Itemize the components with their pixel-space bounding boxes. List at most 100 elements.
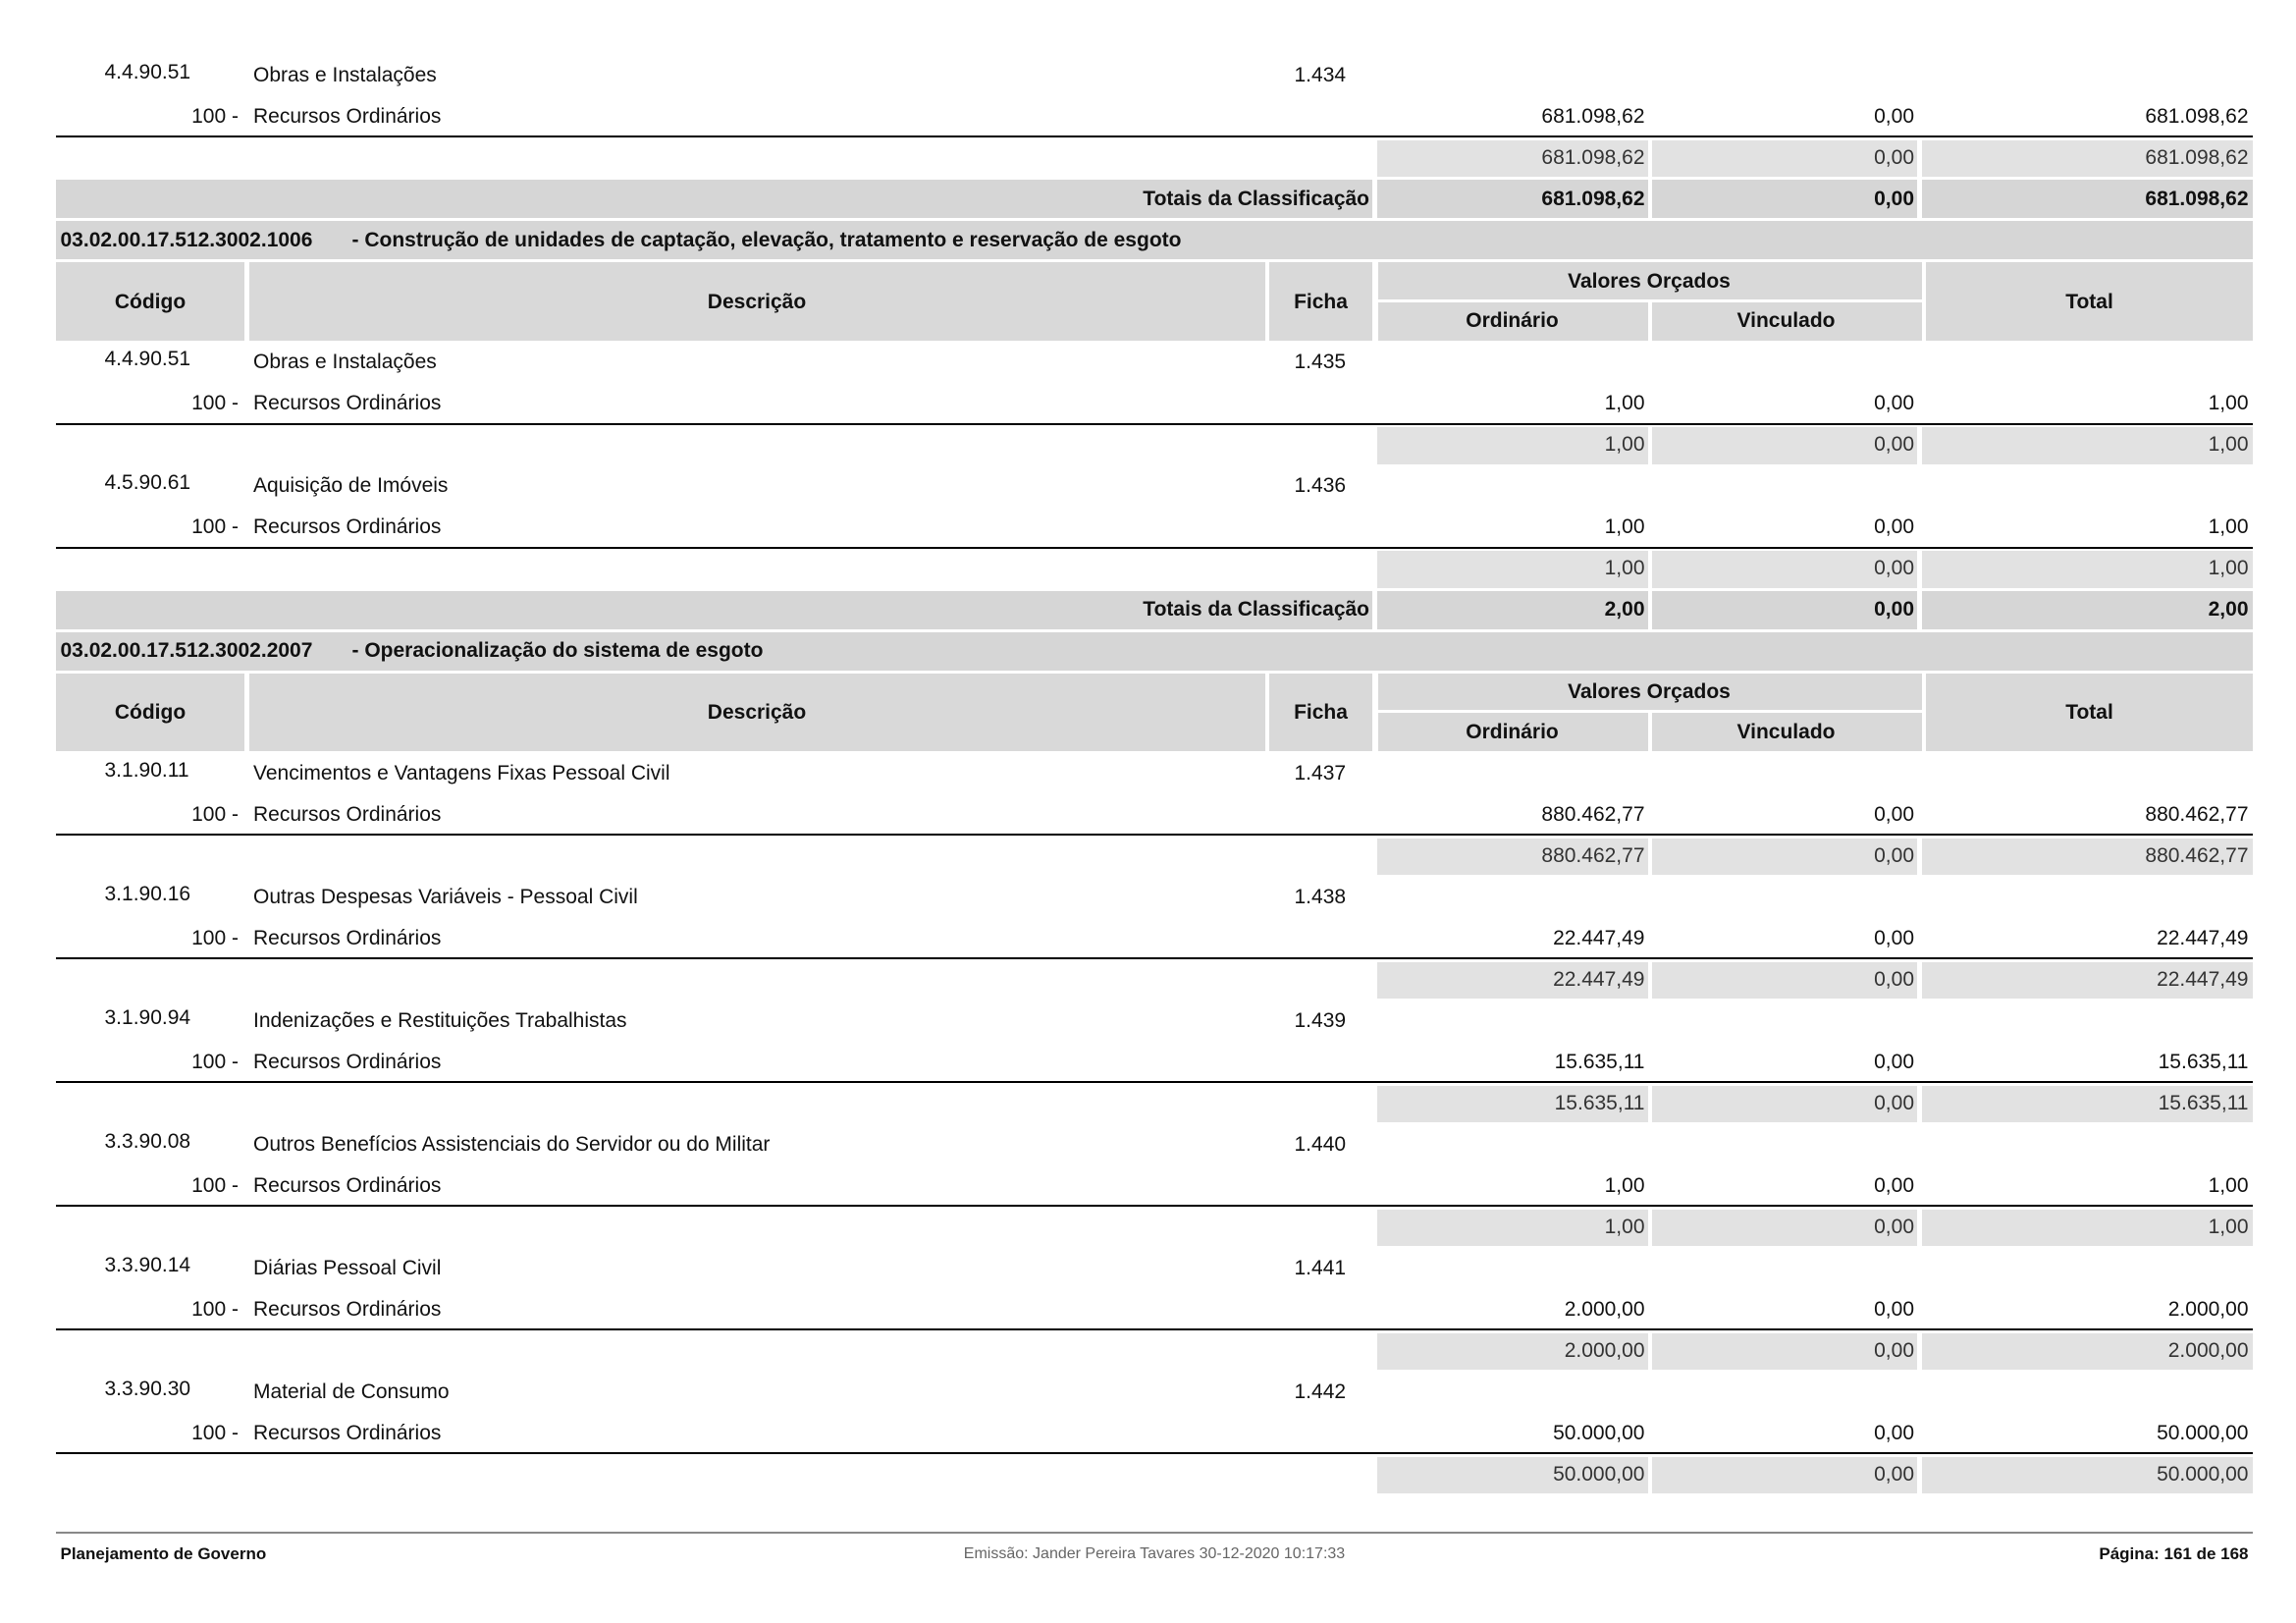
column-header: Valores Orçados — [1568, 269, 1731, 293]
subtotal-amount: 1,00 — [1604, 557, 1645, 579]
source-name: Recursos Ordinários — [253, 392, 442, 414]
amount: 50.000,00 — [1553, 1421, 1645, 1444]
rule — [56, 1328, 2253, 1331]
source-name: Recursos Ordinários — [253, 1173, 442, 1197]
amount: 0,00 — [1874, 1421, 1914, 1444]
column-header: Ficha — [1294, 290, 1348, 313]
subtotal-amount: 22.447,49 — [2157, 967, 2249, 991]
section-code: 03.02.00.17.512.3002.2007 — [60, 639, 313, 662]
totals-label: Totais da Classificação — [1143, 187, 1369, 210]
ficha: 1.439 — [1294, 1008, 1347, 1032]
subtotal-amount: 880.462,77 — [2145, 843, 2249, 867]
subtotal-cell — [1376, 427, 1648, 464]
totals-amount: 0,00 — [1874, 187, 1914, 210]
header-cell — [1652, 713, 1922, 751]
subtotal-amount: 880.462,77 — [1541, 843, 1645, 867]
header-cell — [56, 673, 244, 751]
column-header: Valores Orçados — [1568, 680, 1731, 703]
ficha: 1.434 — [1294, 63, 1347, 86]
ficha: 1.436 — [1294, 474, 1347, 497]
amount: 2.000,00 — [1564, 1297, 1645, 1321]
subtotal-amount: 22.447,49 — [1553, 967, 1645, 991]
amount: 681.098,62 — [2145, 104, 2249, 128]
subtotal-amount: 1,00 — [2208, 557, 2249, 579]
rule — [56, 135, 2253, 138]
totals-cell — [1921, 180, 2253, 218]
account-description: Outras Despesas Variáveis - Pessoal Civi… — [253, 885, 638, 908]
subtotal-cell — [1921, 1209, 2253, 1246]
amount: 22.447,49 — [1553, 926, 1645, 949]
amount: 1,00 — [1604, 515, 1645, 538]
account-code: 4.4.90.51 — [104, 60, 191, 83]
totals-label: Totais da Classificação — [1143, 598, 1369, 621]
account-description: Outros Benefícios Assistenciais do Servi… — [253, 1132, 771, 1156]
subtotal-amount: 0,00 — [1874, 843, 1914, 867]
subtotal-cell — [1652, 961, 1917, 999]
source-name: Recursos Ordinários — [253, 104, 442, 128]
rule — [56, 546, 2253, 549]
subtotal-cell — [1652, 1332, 1917, 1370]
header-cell — [1926, 673, 2253, 751]
footer-rule — [56, 1532, 2253, 1534]
column-header: Vinculado — [1736, 720, 1836, 743]
section-title: - Operacionalização do sistema de esgoto — [351, 639, 764, 662]
subtotal-cell — [1921, 1085, 2253, 1122]
header-cell — [1378, 713, 1648, 751]
account-description: Obras e Instalações — [253, 63, 437, 86]
column-header: Descrição — [707, 701, 807, 724]
totals-amount: 2,00 — [2208, 598, 2249, 621]
column-header: Ordinário — [1466, 309, 1559, 332]
column-header: Ficha — [1294, 701, 1348, 724]
section-heading-band — [56, 631, 2253, 671]
subtotal-cell — [1376, 139, 1648, 177]
amount: 1,00 — [2208, 392, 2249, 414]
totals-band — [56, 180, 1372, 218]
amount: 0,00 — [1874, 104, 1914, 128]
account-code: 3.3.90.30 — [104, 1377, 191, 1400]
subtotal-cell — [1376, 1332, 1648, 1370]
subtotal-cell — [1652, 1085, 1917, 1122]
subtotal-cell — [1376, 551, 1648, 588]
subtotal-cell — [1921, 139, 2253, 177]
header-cell — [248, 262, 1265, 341]
account-code: 3.1.90.16 — [104, 882, 191, 905]
header-cell — [1378, 673, 1922, 710]
amount: 1,00 — [2208, 515, 2249, 538]
ficha: 1.442 — [1294, 1380, 1347, 1403]
footer-center: Emissão: Jander Pereira Tavares 30-12-20… — [963, 1544, 1346, 1562]
account-description: Aquisição de Imóveis — [253, 474, 449, 497]
account-code: 3.3.90.14 — [104, 1253, 191, 1276]
subtotal-amount: 15.635,11 — [2158, 1091, 2249, 1114]
subtotal-amount: 0,00 — [1874, 1091, 1914, 1114]
totals-cell — [1921, 590, 2253, 629]
subtotal-amount: 15.635,11 — [1554, 1091, 1645, 1114]
subtotal-amount: 0,00 — [1874, 967, 1914, 991]
subtotal-amount: 50.000,00 — [1553, 1462, 1645, 1486]
header-cell — [1269, 262, 1372, 341]
source-name: Recursos Ordinários — [253, 802, 442, 826]
ficha: 1.438 — [1294, 885, 1347, 908]
totals-amount: 0,00 — [1874, 598, 1914, 621]
subtotal-amount: 50.000,00 — [2157, 1462, 2249, 1486]
source-code: 100 - — [191, 1421, 239, 1444]
rule — [56, 1452, 2253, 1455]
account-description: Vencimentos e Vantagens Fixas Pessoal Ci… — [253, 761, 670, 784]
source-code: 100 - — [191, 104, 239, 128]
subtotal-cell — [1921, 961, 2253, 999]
account-code: 4.4.90.51 — [104, 348, 191, 370]
rule — [56, 1081, 2253, 1084]
amount: 15.635,11 — [2158, 1050, 2249, 1073]
amount: 0,00 — [1874, 1050, 1914, 1073]
section-title: - Construção de unidades de captação, el… — [351, 228, 1182, 251]
totals-amount: 681.098,62 — [1541, 187, 1645, 210]
totals-amount: 681.098,62 — [2145, 187, 2249, 210]
amount: 681.098,62 — [1541, 104, 1645, 128]
rule — [56, 1205, 2253, 1208]
source-code: 100 - — [191, 1050, 239, 1073]
subtotal-amount: 681.098,62 — [1541, 145, 1645, 169]
amount: 0,00 — [1874, 926, 1914, 949]
subtotal-amount: 1,00 — [2208, 1215, 2249, 1238]
column-header: Vinculado — [1736, 309, 1836, 332]
subtotal-amount: 0,00 — [1874, 557, 1914, 579]
header-cell — [248, 673, 1265, 751]
